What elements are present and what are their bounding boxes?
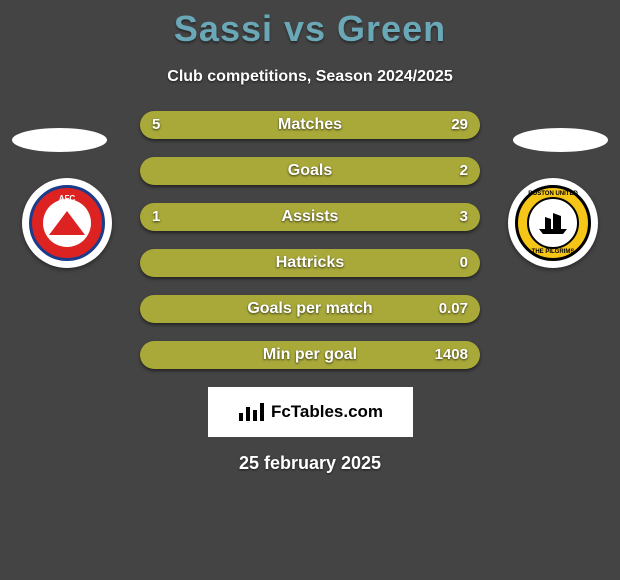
comparison-row: 1Assists3: [140, 203, 480, 231]
bar-label: Matches: [140, 111, 480, 139]
bar-value-right: 3: [460, 203, 468, 231]
comparison-row: Hattricks0: [140, 249, 480, 277]
bar-value-right: 0: [460, 249, 468, 277]
comparison-row: Goals2: [140, 157, 480, 185]
boston-crest-bottom-text: THE PILGRIMS: [518, 249, 588, 255]
boston-crest-top-text: BOSTON UNITED: [518, 191, 588, 197]
bars-chart-icon: [237, 401, 265, 423]
comparison-row: 5Matches29: [140, 111, 480, 139]
bar-value-right: 1408: [435, 341, 468, 369]
date: 25 february 2025: [0, 453, 620, 474]
bar-value-right: 29: [451, 111, 468, 139]
page-title: Sassi vs Green: [0, 0, 620, 50]
left-ellipse-decoration: [12, 128, 107, 152]
afc-crest-shape-icon: [49, 211, 85, 235]
afc-fylde-crest-icon: AFC: [29, 185, 105, 261]
bar-value-right: 0.07: [439, 295, 468, 323]
bar-label: Goals: [140, 157, 480, 185]
bar-label: Goals per match: [140, 295, 480, 323]
right-ellipse-decoration: [513, 128, 608, 152]
comparison-bars: 5Matches29 Goals2 1Assists3 Hattricks0 Goals…: [140, 111, 480, 369]
left-club-badge: AFC: [22, 178, 112, 268]
bar-label: Min per goal: [140, 341, 480, 369]
afc-crest-text: AFC: [32, 194, 102, 203]
ship-icon: [537, 211, 569, 235]
watermark: FcTables.com: [208, 387, 413, 437]
comparison-row: Min per goal1408: [140, 341, 480, 369]
right-club-badge: BOSTON UNITED THE PILGRIMS: [508, 178, 598, 268]
bar-label: Assists: [140, 203, 480, 231]
bar-value-right: 2: [460, 157, 468, 185]
bar-label: Hattricks: [140, 249, 480, 277]
watermark-text: FcTables.com: [271, 402, 383, 422]
subtitle: Club competitions, Season 2024/2025: [0, 68, 620, 86]
comparison-row: Goals per match0.07: [140, 295, 480, 323]
boston-united-crest-icon: BOSTON UNITED THE PILGRIMS: [515, 185, 591, 261]
